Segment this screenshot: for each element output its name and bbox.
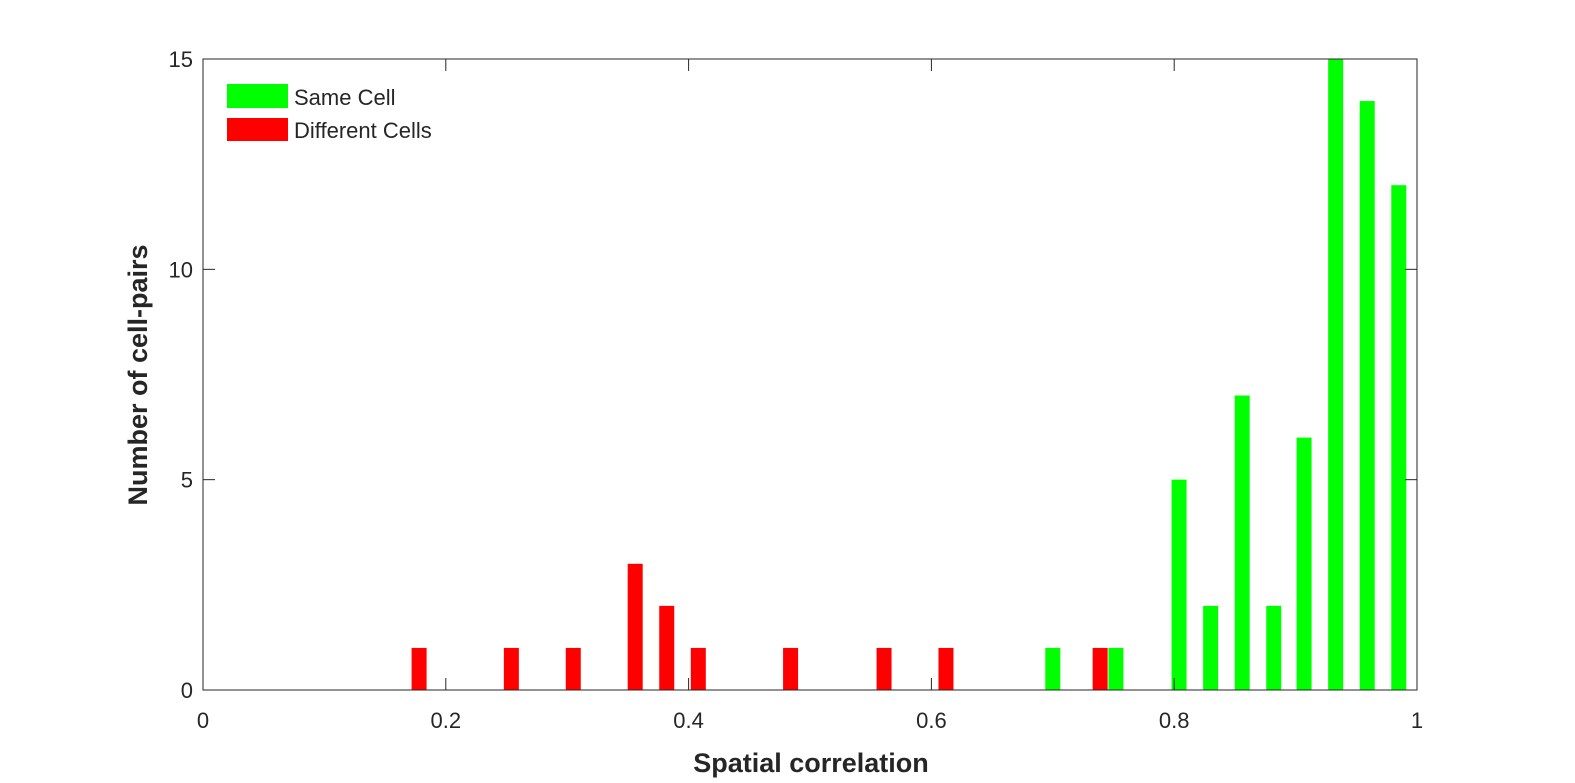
x-tick-label-2: 0.4: [673, 708, 704, 733]
y-tick-label-3: 15: [169, 47, 193, 72]
plot-area-frame: [202, 58, 1418, 691]
bar-different-cells-9: [1092, 647, 1108, 690]
legend: Same Cell Different Cells: [227, 84, 432, 143]
bar-different-cells-2: [565, 647, 581, 690]
bar-same-cell-1: [1108, 647, 1124, 690]
bar-same-cell-0: [1045, 647, 1061, 690]
bar-different-cells-6: [783, 647, 799, 690]
bar-same-cell-4: [1234, 395, 1250, 690]
x-tick-label-5: 1: [1411, 708, 1423, 733]
bars-layer: [411, 59, 1407, 691]
bar-same-cell-2: [1171, 479, 1187, 690]
x-tick-label-4: 0.8: [1159, 708, 1190, 733]
bar-different-cells-1: [503, 647, 519, 690]
y-tick-label-2: 10: [169, 257, 193, 282]
bar-different-cells-3: [627, 563, 643, 690]
legend-label-different-cells: Different Cells: [294, 118, 432, 143]
bar-same-cell-8: [1359, 101, 1375, 691]
bar-same-cell-5: [1266, 605, 1282, 690]
bar-different-cells-7: [876, 647, 892, 690]
bar-different-cells-4: [659, 605, 675, 690]
y-tick-label-1: 5: [181, 468, 193, 493]
bar-same-cell-7: [1328, 59, 1344, 690]
legend-swatch-same-cell: [227, 84, 288, 108]
bar-same-cell-6: [1296, 437, 1312, 690]
x-tick-label-1: 0.2: [431, 708, 462, 733]
bar-same-cell-9: [1391, 185, 1407, 690]
legend-label-same-cell: Same Cell: [294, 85, 395, 110]
bar-same-cell-3: [1203, 605, 1219, 690]
y-axis-title: Number of cell-pairs: [123, 244, 153, 505]
x-tick-label-0: 0: [197, 708, 209, 733]
bar-different-cells-0: [411, 647, 427, 690]
bar-different-cells-8: [938, 647, 954, 690]
x-tick-label-3: 0.6: [916, 708, 947, 733]
x-axis-title: Spatial correlation: [693, 748, 929, 778]
bar-different-cells-5: [690, 647, 706, 690]
legend-swatch-different-cells: [227, 118, 288, 141]
y-tick-label-0: 0: [181, 678, 193, 703]
